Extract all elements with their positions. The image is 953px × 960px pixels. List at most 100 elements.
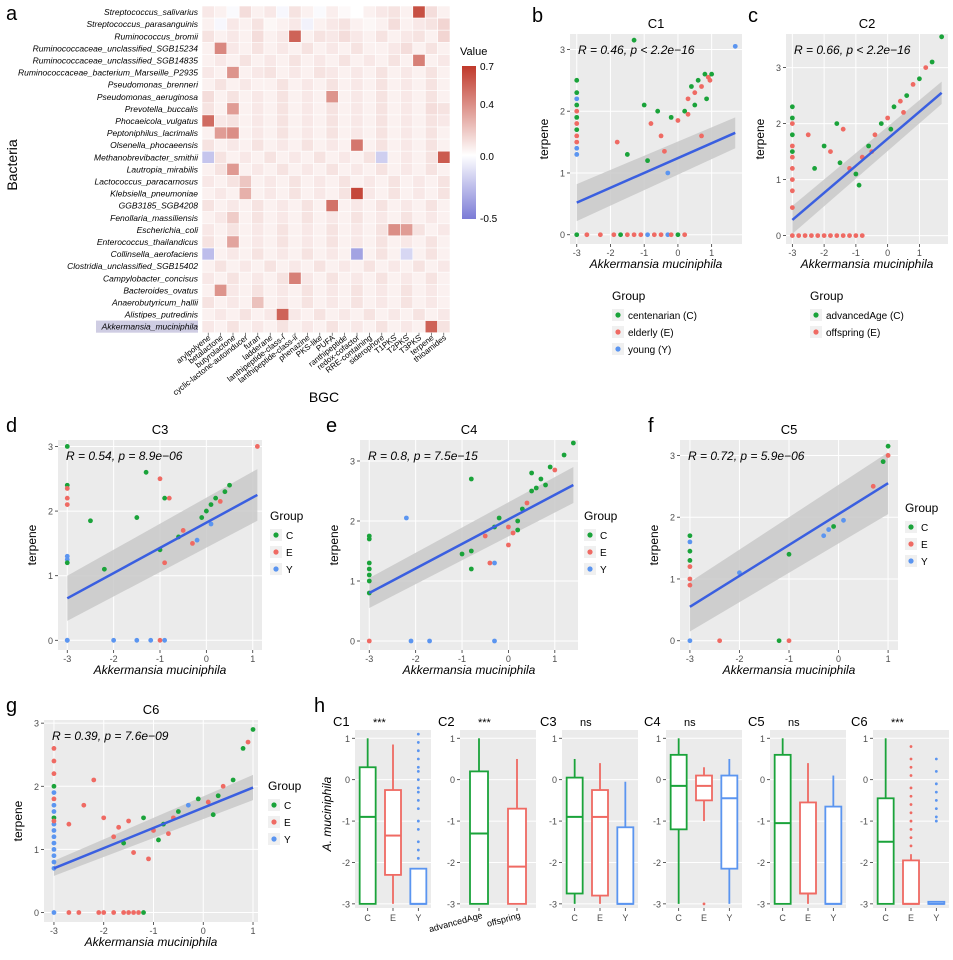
data-point [180,528,186,533]
heatmap-cell [375,78,389,91]
data-point [366,536,372,542]
outlier-point [416,798,420,802]
legend-title: Group [905,501,939,515]
data-point [675,118,681,123]
y-tick-label: 0 [34,908,39,918]
heatmap-cell [238,308,252,321]
data-point [366,578,372,584]
row-label: Ruminococcaceae_unclassified_SGB14835 [33,56,199,66]
data-point [574,145,580,151]
heatmap-cell [412,29,426,43]
heatmap-cell [325,163,339,176]
heatmap-cell [276,223,290,237]
confidence-band [689,452,889,632]
outlier-point [909,819,913,823]
data-point [156,837,161,843]
data-point [687,638,693,644]
heatmap-cell [300,163,314,176]
y-tick-label: 3 [560,45,565,55]
data-point [496,515,502,521]
heatmap-cell [338,126,352,140]
heatmap-cell [214,66,228,79]
heatmap-cell [325,54,339,67]
heatmap-cell [400,114,414,128]
heatmap-cell [300,29,314,43]
heatmap-cell [251,199,265,213]
data-point [148,637,154,643]
heatmap-cell [325,283,339,297]
data-point [574,133,580,139]
data-point [194,537,200,543]
legend-key [908,541,914,547]
heatmap-cell [226,223,240,237]
outlier-point [416,807,420,811]
legend-label: E [600,548,607,559]
data-point [574,121,580,126]
heatmap-cell [263,247,277,261]
heatmap-cell [338,29,352,43]
heatmap-cell [263,296,277,309]
heatmap-cell [263,223,277,237]
data-point [834,121,840,126]
y-tick-label: 1 [345,734,350,744]
data-point [891,104,897,110]
data-point [685,111,691,117]
heatmap-cell [300,17,314,31]
heatmap-cell [338,247,352,261]
heatmap-cell [238,78,252,91]
heatmap-cell [263,271,277,285]
confidence-band [67,469,258,621]
row-label: Lautropia_mirabilis [127,164,199,174]
heatmap-cell [313,5,327,19]
data-point [66,821,72,827]
y-tick-label: 0 [552,775,557,785]
y-tick-label: -3 [653,899,661,909]
data-point [662,148,667,154]
stat-annotation: R = 0.66, p < 2.2e−16 [794,43,911,57]
outlier-point [934,819,938,823]
legend-label: Y [284,835,291,846]
x-axis-label: Akkermansia muciniphila [800,257,934,271]
heatmap-legend-title: Value [460,46,487,58]
x-tick-label: C [364,913,371,923]
heatmap-cell [350,29,364,43]
heatmap-cell [338,163,352,176]
outlier-point [909,794,913,798]
boxplot-title: C1 [333,714,350,729]
heatmap-cell [276,175,290,188]
heatmap-cell [263,78,277,91]
row-label: Ruminococcus_bromii [114,31,199,41]
heatmap-cell [325,5,339,19]
data-point [645,232,650,238]
heatmap-cell [424,271,438,285]
heatmap-cell [288,320,302,334]
heatmap-cell [424,308,438,321]
heatmap-cell [263,114,277,128]
row-label: Ruminococcaceae_unclassified_SGB15234 [33,43,199,53]
data-point [205,799,211,805]
heatmap-cell [325,17,339,31]
heatmap-cell [251,320,265,334]
data-point [704,96,709,102]
heatmap-cell [387,126,401,140]
outlier-point [416,790,420,794]
data-point [213,495,219,501]
heatmap-cell [226,29,240,43]
data-point [101,815,107,821]
y-tick-label: 0 [776,231,781,241]
data-point [408,638,414,644]
data-point [707,77,713,83]
data-point [51,802,57,808]
heatmap-cell [214,54,228,67]
heatmap-cell [387,138,401,152]
heatmap-cell [214,126,228,140]
row-label: Alistipes_putredinis [124,310,199,320]
heatmap-cell [387,102,401,116]
data-point [837,160,843,166]
heatmap-cell [437,126,451,140]
data-point [624,232,630,238]
y-tick-label: -2 [549,858,557,868]
heatmap-cell [400,17,414,31]
heatmap-cell [400,259,414,273]
y-tick-label: 1 [450,734,455,744]
